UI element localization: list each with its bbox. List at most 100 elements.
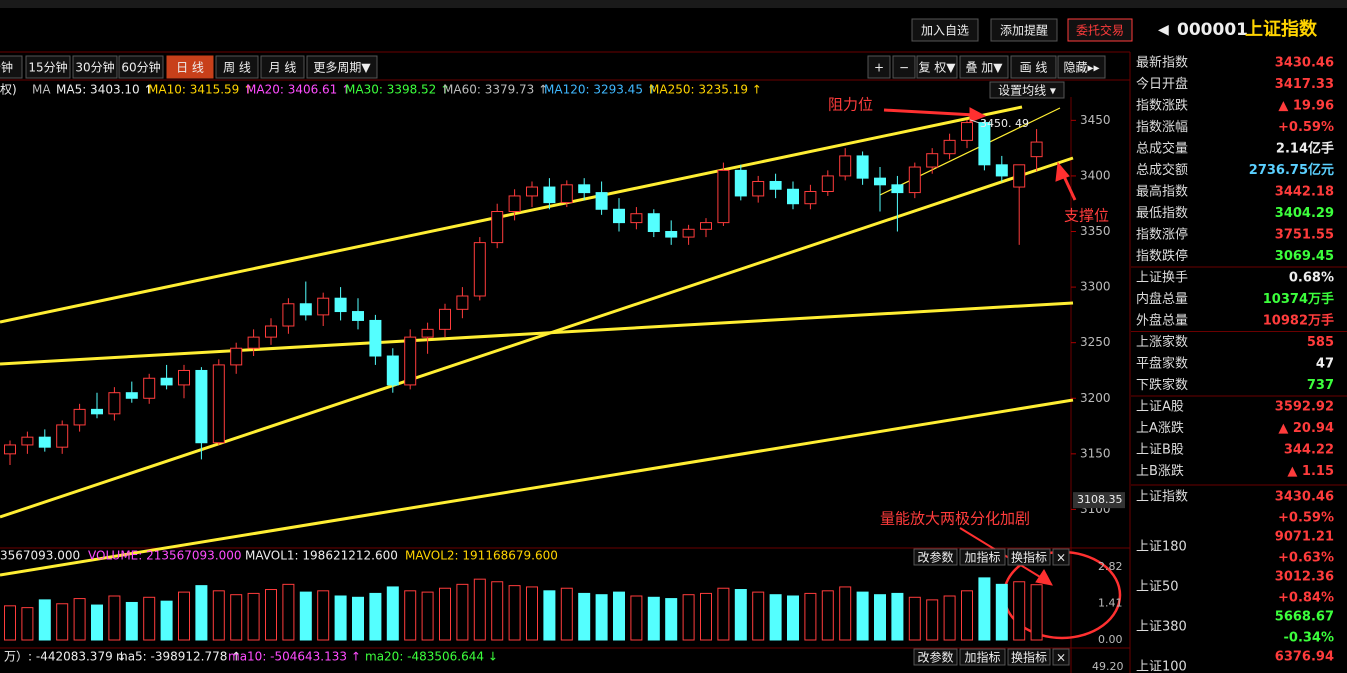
volume-bar <box>682 594 695 641</box>
button-label[interactable]: 周 线 <box>223 61 251 75</box>
button[interactable] <box>1067 18 1133 42</box>
button[interactable] <box>260 55 305 79</box>
button-label[interactable]: × <box>1056 551 1066 565</box>
volume-bar <box>456 583 469 641</box>
button[interactable] <box>916 55 958 79</box>
ma-label: MA <box>32 83 51 97</box>
candle-body <box>212 364 225 444</box>
quote-label: 下跌家数 <box>1136 377 1188 393</box>
index-value: 3012.36 <box>1275 570 1334 585</box>
y-tick-label: 3200 <box>1080 391 1111 405</box>
y-tick-label: 3150 <box>1080 446 1111 460</box>
button-label[interactable]: 改参数 <box>917 550 953 565</box>
button-label[interactable]: 改参数 <box>917 650 953 665</box>
quote-value: 10982万手 <box>1263 313 1334 329</box>
quote-value: 3592.92 <box>1275 400 1334 415</box>
y-tick-label: 3350 <box>1080 224 1111 238</box>
quote-value: 3069.45 <box>1275 249 1334 264</box>
candle-body <box>282 303 295 327</box>
button-label[interactable]: 分钟 <box>0 60 13 75</box>
button-label[interactable]: 30分钟 <box>75 60 114 75</box>
trend-lines <box>0 105 1074 577</box>
button-label[interactable]: 画 线 <box>1020 61 1048 75</box>
button[interactable] <box>1007 548 1051 566</box>
button-label[interactable]: 月 线 <box>269 61 297 75</box>
button[interactable] <box>1010 55 1057 79</box>
candle-body <box>195 369 208 444</box>
button[interactable] <box>911 18 979 42</box>
button[interactable] <box>989 81 1065 99</box>
candle-body <box>508 195 521 213</box>
volume-bar <box>908 596 921 641</box>
index-change: -0.34% <box>1284 631 1335 646</box>
quote-value: ▲ 20.94 <box>1278 421 1334 436</box>
button[interactable] <box>215 55 259 79</box>
button-label[interactable]: 叠 加▼ <box>965 61 1003 75</box>
button[interactable] <box>0 55 23 79</box>
quote-value: +0.59% <box>1278 120 1334 135</box>
candle-body <box>421 328 434 338</box>
button[interactable] <box>913 648 958 666</box>
volume-bar <box>526 586 538 641</box>
button[interactable] <box>867 55 891 79</box>
button[interactable] <box>166 55 214 79</box>
button[interactable] <box>306 55 378 79</box>
button-label[interactable]: 换指标 <box>1011 650 1047 665</box>
volume-bar <box>543 590 556 641</box>
button[interactable] <box>1052 648 1070 666</box>
volume-bar <box>926 599 939 641</box>
button-label[interactable]: 日 线 <box>176 61 204 75</box>
button-label[interactable]: 15分钟 <box>28 60 67 75</box>
button[interactable] <box>25 55 71 79</box>
index-change: +0.84% <box>1278 591 1334 606</box>
button-label[interactable]: 60分钟 <box>121 60 160 75</box>
button[interactable] <box>959 548 1006 566</box>
button-label[interactable]: − <box>899 61 909 75</box>
quote-value: 3417.33 <box>1275 77 1334 92</box>
candle-body <box>578 184 591 194</box>
button-label[interactable]: 更多周期▼ <box>313 61 371 75</box>
y-tick-label: 3400 <box>1080 168 1111 182</box>
button[interactable] <box>959 648 1006 666</box>
volume-bar <box>665 598 678 641</box>
button-label[interactable]: 设置均线 ▾ <box>998 84 1056 98</box>
volume-bar <box>143 596 156 641</box>
button-label[interactable]: 委托交易 <box>1076 23 1124 38</box>
button-label[interactable]: 换指标 <box>1011 550 1047 565</box>
button[interactable] <box>913 548 958 566</box>
button[interactable] <box>1007 648 1051 666</box>
button-label[interactable]: 加指标 <box>964 550 1000 565</box>
volume-bar <box>491 581 504 641</box>
volume-bar <box>821 590 834 641</box>
quote-label: 内盘总量 <box>1136 291 1188 307</box>
button-label[interactable]: 隐藏▸▸ <box>1063 61 1099 75</box>
button-label[interactable]: 加入自选 <box>921 24 969 38</box>
annotation: 支撑位 <box>1064 207 1109 225</box>
candle-body <box>334 297 347 313</box>
candle-body <box>91 408 103 415</box>
button[interactable] <box>959 55 1009 79</box>
quote-value: 0.68% <box>1289 271 1334 286</box>
button-label[interactable]: 加指标 <box>964 650 1000 665</box>
volume-bar <box>787 595 799 641</box>
quote-label: 最高指数 <box>1136 184 1188 200</box>
quote-label: 平盘家数 <box>1136 356 1188 372</box>
button-label[interactable]: 复 权▼ <box>918 61 956 75</box>
candle-body <box>1013 164 1026 188</box>
candle-body <box>265 325 277 338</box>
button[interactable] <box>1052 548 1070 566</box>
index-label: 上证100 <box>1136 660 1187 673</box>
low-marker-box <box>1073 492 1125 509</box>
button[interactable] <box>72 55 118 79</box>
back-arrow: ◀ <box>1158 22 1169 38</box>
candle-body <box>108 392 121 415</box>
quote-value: 47 <box>1316 357 1334 372</box>
button[interactable] <box>892 55 916 79</box>
button-label[interactable]: × <box>1056 651 1066 665</box>
button[interactable] <box>1057 55 1106 79</box>
button[interactable] <box>990 18 1058 42</box>
button[interactable] <box>118 55 164 79</box>
button-label[interactable]: + <box>874 61 884 75</box>
button-label[interactable]: 添加提醒 <box>1000 23 1048 38</box>
